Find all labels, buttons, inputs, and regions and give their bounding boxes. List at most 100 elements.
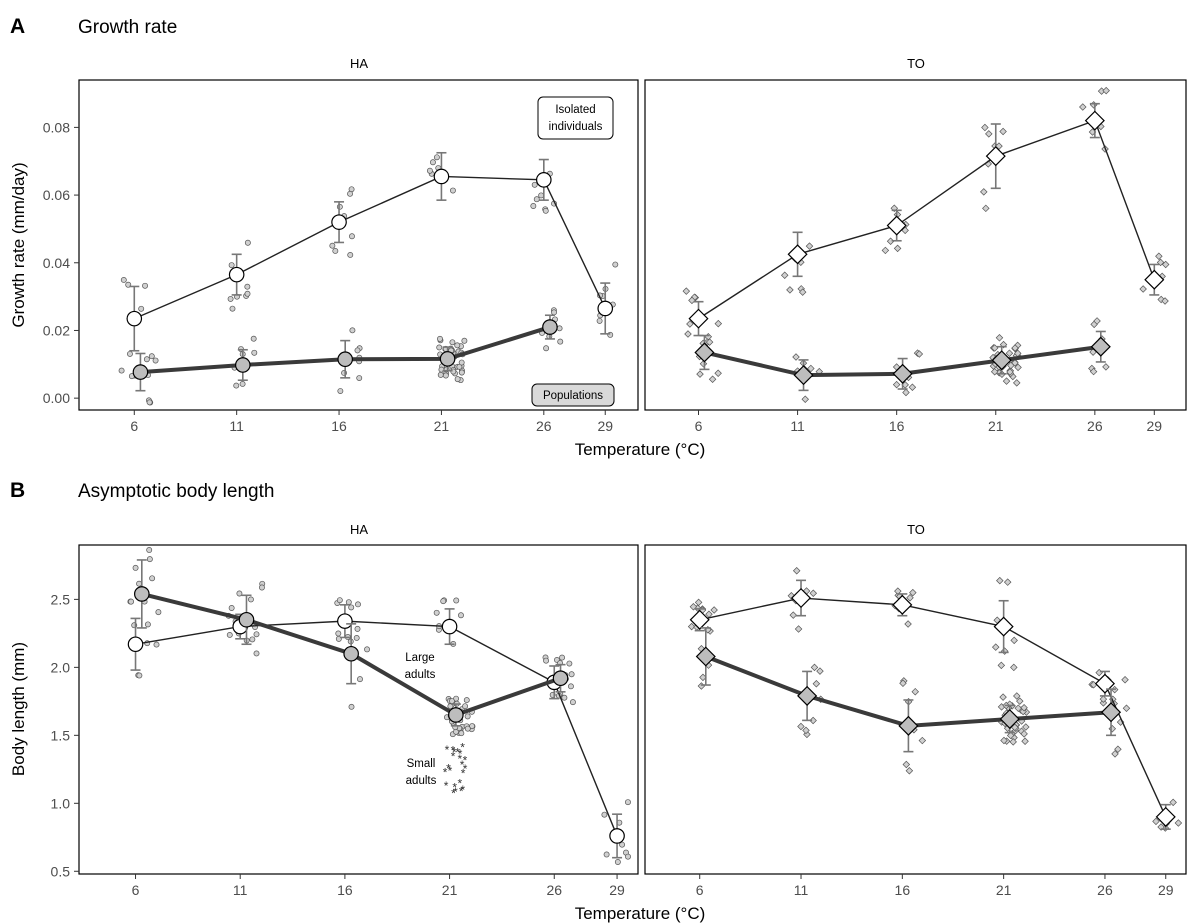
panel-b-ha-ytick-label: 2.5: [51, 591, 71, 607]
panel-b-strip-ha: HA: [350, 522, 368, 537]
panel-b-to-raw-point: [1108, 725, 1117, 733]
panel-a-ha-raw-point: [354, 347, 361, 354]
panel-a-to-raw-point: [801, 395, 809, 403]
panel-b-ha-raw-point: [146, 556, 153, 563]
panel-b-to-raw-point: [1122, 704, 1131, 713]
annotation-small-adults-line1: Small: [407, 758, 436, 770]
panel-b-ha-small-adult-point: *: [461, 783, 466, 797]
panel-b-ha-ytick-label: 1.0: [51, 795, 71, 811]
panel-b-to-raw-point: [1099, 699, 1108, 707]
panel-b-ha-raw-point: [464, 713, 471, 720]
panel-b-ha-small-adult-point: *: [460, 758, 465, 772]
panel-a-to-xtick-label: 16: [889, 418, 905, 434]
panel-a-ha-raw-point: [332, 248, 339, 254]
panel-a-ha-raw-point: [148, 353, 155, 360]
panel-a-to-xtick-label: 29: [1147, 418, 1163, 434]
panel-a-ha-frame: [78, 79, 639, 411]
panel-a-to-isolated-line: [698, 119, 1155, 320]
panel-b-ha-isolated-point: [127, 636, 144, 653]
panel-a-to-raw-point: [892, 380, 901, 389]
panel-b-to-raw-point: [997, 661, 1006, 670]
panel-a-ha-raw-point: [142, 282, 149, 289]
panel-a-ha-raw-point: [239, 380, 246, 387]
panel-b-ha-raw-point: [433, 609, 440, 616]
panel-b-to-raw-point: [687, 622, 696, 631]
panel-a-to-raw-point: [682, 287, 691, 295]
panel-b-to-raw-point: [710, 606, 718, 614]
panel-a-ha-raw-point: [244, 290, 251, 297]
panel-b-to-populations-point: [1100, 702, 1122, 723]
panel-a-ha-raw-point: [461, 337, 468, 344]
panel-b-ha-raw-point: [364, 646, 370, 653]
panel-b-to-raw-point: [802, 726, 810, 735]
panel-b-to-raw-point: [1174, 819, 1183, 827]
panel-b-ha-populations-point: [448, 707, 464, 723]
annotation-small-adults-line2: adults: [406, 775, 437, 787]
panel-b-ha-raw-point: [345, 599, 352, 606]
panel-a-to-raw-point: [893, 244, 902, 253]
panel-a-ha-ytick-label: 0.00: [43, 390, 70, 406]
panel-a-ha-raw-point: [227, 295, 234, 302]
panel-a-to-raw-point: [981, 123, 989, 132]
annotation-populations-label: Populations: [543, 390, 603, 402]
panel-b-ha-small-adult-point: *: [458, 777, 463, 791]
panel-b-ha-raw-point: [258, 584, 265, 591]
panel-b-to-populations-point: [999, 708, 1020, 730]
panel-b-ha-raw-point: [228, 605, 235, 611]
panel-b-ha-small-adult-point: *: [458, 747, 463, 761]
panel-b-ha-small-adult-point: *: [461, 767, 466, 781]
panel-b-to-raw-point: [999, 693, 1007, 701]
panel-a-to-populations-point: [793, 365, 814, 386]
panel-a-ha-xtick-label: 26: [536, 418, 552, 434]
panel-a-ha-raw-point: [543, 345, 550, 352]
panel-b-ha-small-adult-point: *: [446, 762, 451, 776]
panel-b-ha-xtick-label: 11: [233, 882, 248, 898]
panel-b-ha-small-adult-point: *: [444, 779, 449, 793]
panel-b-ha-raw-point: [458, 730, 465, 737]
panel-b-ha-small-adult-point: *: [443, 766, 448, 780]
panel-a-to-raw-point: [915, 350, 924, 358]
panel-a-to-raw-point: [786, 286, 794, 294]
panel-b-ha-raw-point: [153, 641, 160, 648]
panel-a-ha-raw-point: [356, 375, 363, 382]
panel-b-ha-raw-point: [543, 657, 550, 664]
panel-b-to-populations-point: [695, 646, 716, 667]
panel-b-ha-raw-point: [253, 631, 260, 638]
panel-b-ha-small-adult-point: *: [459, 785, 464, 799]
panel-a-ha-ytick-label: 0.04: [43, 255, 70, 271]
panel-b-ha-isolated-point: [609, 828, 625, 844]
panel-a-to-raw-point: [805, 242, 814, 250]
panel-b-to-raw-point: [705, 610, 713, 619]
panel-b-to-raw-point: [794, 625, 803, 633]
panel-a-ha-raw-point: [430, 159, 436, 166]
panel-b-to-raw-point: [1095, 668, 1103, 677]
panel-a-to-raw-point: [1161, 260, 1170, 269]
panel-a-ha-raw-point: [349, 327, 356, 334]
panel-b-ha-raw-point: [448, 698, 455, 704]
panel-b-to-raw-point: [699, 673, 707, 682]
annotation-isolated-line1: Isolated: [555, 104, 595, 116]
panel-a-ha-raw-point: [542, 207, 549, 214]
panel-b-to-raw-point: [1114, 745, 1122, 753]
panel-a-ha-raw-point: [143, 356, 150, 363]
panel-b-to-raw-point: [1020, 730, 1028, 738]
panel-b-ha-small-adult-point: *: [457, 752, 462, 766]
panel-b-ha-raw-point: [614, 859, 621, 865]
panel-a-ha-raw-point: [244, 239, 251, 246]
panel-a-ha-xtick-label: 11: [229, 418, 244, 434]
panel-b-ha-raw-point: [601, 811, 608, 818]
panel-b-ha-isolated-point: [337, 613, 353, 629]
panel-b-ha-raw-point: [569, 699, 576, 706]
panel-a-ha-raw-point: [596, 317, 603, 324]
panel-b-to-xtick-label: 21: [996, 882, 1012, 898]
panel-a-to-raw-point: [705, 338, 714, 346]
panel-b-to-raw-point: [809, 716, 817, 725]
panel-b-ha-raw-point: [567, 683, 574, 690]
panel-a-to-raw-point: [1089, 367, 1098, 376]
panel-a-to-raw-point: [696, 370, 704, 378]
panel-b-to-raw-point: [1016, 697, 1024, 705]
panel-a-to-raw-point: [1139, 285, 1147, 293]
panel-a-ha-raw-point: [556, 325, 563, 332]
panel-b-to-raw-point: [809, 589, 818, 598]
panel-b-to-isolated-point: [689, 609, 710, 630]
